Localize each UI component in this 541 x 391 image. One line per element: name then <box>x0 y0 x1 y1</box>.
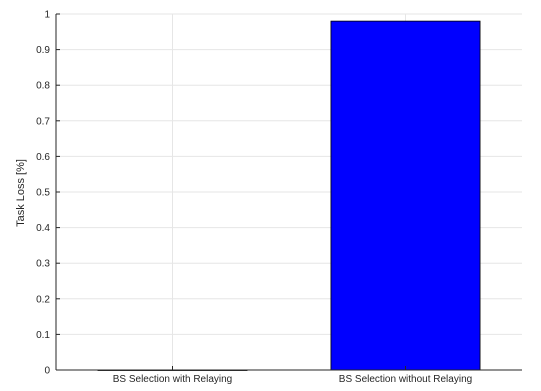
axes <box>55 13 522 371</box>
y-tick-label: 0.1 <box>36 330 50 341</box>
y-tick-label: 0.7 <box>36 116 50 127</box>
y-tick-label: 0.2 <box>36 294 50 305</box>
y-tick-label: 0.9 <box>36 45 50 56</box>
y-tick-label: 1 <box>44 10 50 21</box>
y-axis-label: Task Loss [%] <box>15 159 27 227</box>
y-tick-label: 0.5 <box>36 188 50 199</box>
y-tick-label: 0.4 <box>36 223 50 234</box>
bars <box>97 20 481 371</box>
y-tick-label: 0.6 <box>36 152 50 163</box>
x-tick-labels: BS Selection with Relaying BS Selection w… <box>113 374 472 385</box>
bar-2 <box>330 20 481 371</box>
x-tick-label: BS Selection with Relaying <box>113 374 233 385</box>
y-tick-labels: 0 0.1 0.2 0.3 0.4 0.5 0.6 0.7 0.8 0.9 1 <box>36 10 50 377</box>
y-tick-label: 0.8 <box>36 81 50 92</box>
y-tick-label: 0.3 <box>36 259 50 270</box>
y-tick-label: 0 <box>44 366 50 377</box>
x-tick-label: BS Selection without Relaying <box>339 374 472 385</box>
